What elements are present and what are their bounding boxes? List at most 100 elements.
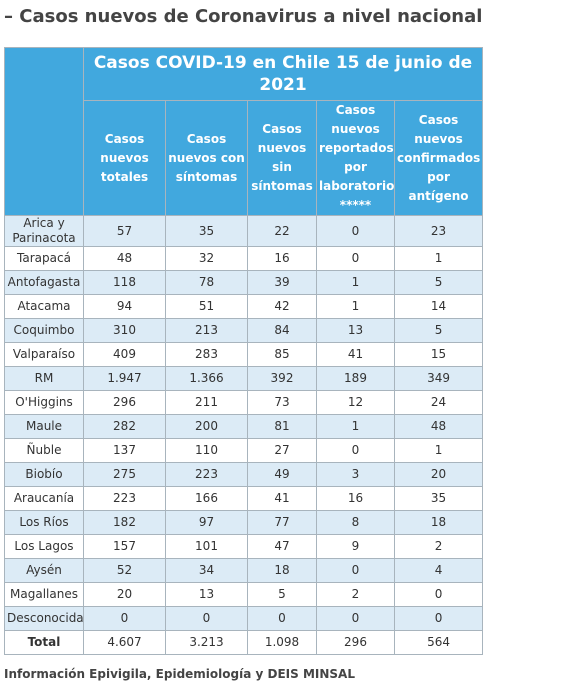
column-header: Casos nuevos confirmados por antígeno [393,100,484,216]
table-row: Desconocida 0 0 0 0 0 [4,606,484,631]
value-cell: 1.947 [83,366,166,391]
value-cell: 42 [247,294,317,319]
footer: Información Epivigila, Epidemiología y D… [4,667,355,681]
region-cell: Los Ríos [4,510,84,535]
value-cell: 51 [165,294,248,319]
value-cell: 1 [393,438,484,463]
value-cell: 18 [393,510,484,535]
value-cell: 282 [83,414,166,439]
value-cell: 16 [247,246,317,271]
value-cell: 20 [83,582,166,607]
value-cell: 118 [83,270,166,295]
region-cell: Aysén [4,558,84,583]
value-cell: 9 [316,534,395,559]
column-header: Casos nuevos sin síntomas [247,100,317,216]
value-cell: 166 [165,486,248,511]
value-cell: 0 [393,582,484,607]
table-row: O'Higgins 296 211 73 12 24 [4,390,484,415]
value-cell: 8 [316,510,395,535]
value-cell: 94 [83,294,166,319]
value-cell: 1.366 [165,366,248,391]
value-cell: 24 [393,390,484,415]
value-cell: 77 [247,510,317,535]
region-cell: Coquimbo [4,318,84,343]
value-cell: 13 [165,582,248,607]
value-cell: 5 [247,582,317,607]
region-cell: Los Lagos [4,534,84,559]
value-cell: 20 [393,462,484,487]
cases-table: Casos COVID-19 en Chile 15 de junio de 2… [4,47,484,655]
value-cell: 97 [165,510,248,535]
table-row: Araucanía 223 166 41 16 35 [4,486,484,511]
value-cell: 409 [83,342,166,367]
table-row: Antofagasta 118 78 39 1 5 [4,270,484,295]
value-cell: 110 [165,438,248,463]
column-header: Casos nuevos reportados por laboratorio … [316,100,395,216]
value-cell: 34 [165,558,248,583]
value-cell: 39 [247,270,317,295]
value-cell: 3.213 [165,630,248,655]
value-cell: 49 [247,462,317,487]
value-cell: 2 [316,582,395,607]
value-cell: 32 [165,246,248,271]
region-cell: Biobío [4,462,84,487]
value-cell: 73 [247,390,317,415]
value-cell: 52 [83,558,166,583]
value-cell: 0 [247,606,317,631]
value-cell: 182 [83,510,166,535]
value-cell: 0 [316,438,395,463]
value-cell: 5 [393,270,484,295]
value-cell: 48 [83,246,166,271]
table-row: Maule 282 200 81 1 48 [4,414,484,439]
value-cell: 283 [165,342,248,367]
value-cell: 0 [316,246,395,271]
region-cell: Maule [4,414,84,439]
region-cell: Atacama [4,294,84,319]
table-row: Atacama 94 51 42 1 14 [4,294,484,319]
value-cell: 5 [393,318,484,343]
table-row: Magallanes 20 13 5 2 0 [4,582,484,607]
value-cell: 81 [247,414,317,439]
value-cell: 349 [393,366,484,391]
value-cell: 12 [316,390,395,415]
corner-cell [4,47,84,216]
region-cell: Araucanía [4,486,84,511]
table-row: Ñuble 137 110 27 0 1 [4,438,484,463]
table-row: Los Lagos 157 101 47 9 2 [4,534,484,559]
value-cell: 18 [247,558,317,583]
region-cell: Magallanes [4,582,84,607]
value-cell: 4 [393,558,484,583]
table-row: Coquimbo 310 213 84 13 5 [4,318,484,343]
value-cell: 14 [393,294,484,319]
value-cell: 85 [247,342,317,367]
value-cell: 296 [316,630,395,655]
value-cell: 564 [393,630,484,655]
region-cell: RM [4,366,84,391]
value-cell: 48 [393,414,484,439]
value-cell: 200 [165,414,248,439]
region-cell: Ñuble [4,438,84,463]
heading: – Casos nuevos de Coronavirus a nivel na… [4,6,483,27]
value-cell: 1 [393,246,484,271]
value-cell: 41 [316,342,395,367]
value-cell: 223 [83,486,166,511]
value-cell: 0 [316,606,395,631]
region-cell: Total [4,630,84,655]
value-cell: 15 [393,342,484,367]
region-cell: O'Higgins [4,390,84,415]
value-cell: 275 [83,462,166,487]
table-row: Aysén 52 34 18 0 4 [4,558,484,583]
value-cell: 2 [393,534,484,559]
table-row: Valparaíso 409 283 85 41 15 [4,342,484,367]
value-cell: 84 [247,318,317,343]
value-cell: 23 [393,215,484,247]
region-cell: Tarapacá [4,246,84,271]
value-cell: 157 [83,534,166,559]
value-cell: 13 [316,318,395,343]
value-cell: 35 [165,215,248,247]
value-cell: 223 [165,462,248,487]
column-header: Casos nuevos totales [83,100,166,216]
table-row: Los Ríos 182 97 77 8 18 [4,510,484,535]
value-cell: 78 [165,270,248,295]
